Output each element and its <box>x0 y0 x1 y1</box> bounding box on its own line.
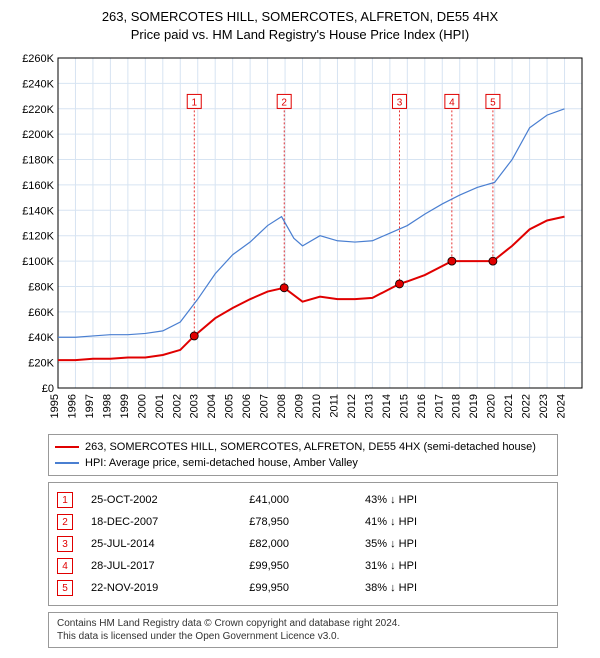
svg-text:£140K: £140K <box>22 206 54 218</box>
svg-text:1997: 1997 <box>84 394 96 418</box>
transaction-marker: 2 <box>57 514 73 530</box>
svg-text:£260K: £260K <box>22 53 54 65</box>
svg-text:2013: 2013 <box>363 394 375 418</box>
transaction-marker: 4 <box>57 558 73 574</box>
footer: Contains HM Land Registry data © Crown c… <box>48 612 558 648</box>
svg-text:£180K: £180K <box>22 155 54 167</box>
svg-text:£60K: £60K <box>28 307 54 319</box>
svg-text:2002: 2002 <box>171 394 183 418</box>
title-line-2: Price paid vs. HM Land Registry's House … <box>10 26 590 44</box>
svg-text:2020: 2020 <box>486 394 498 418</box>
svg-text:£80K: £80K <box>28 282 54 294</box>
transaction-marker: 3 <box>57 536 73 552</box>
transaction-pct: 38% ↓ HPI <box>307 582 417 594</box>
transaction-pct: 41% ↓ HPI <box>307 516 417 528</box>
svg-text:2017: 2017 <box>433 394 445 418</box>
svg-text:2019: 2019 <box>468 394 480 418</box>
svg-text:2016: 2016 <box>416 394 428 418</box>
svg-text:2000: 2000 <box>136 394 148 418</box>
svg-text:1995: 1995 <box>49 394 61 418</box>
footer-line-2: This data is licensed under the Open Gov… <box>57 630 549 643</box>
transaction-marker: 5 <box>57 580 73 596</box>
transaction-price: £78,950 <box>209 516 289 528</box>
svg-text:2018: 2018 <box>451 394 463 418</box>
svg-text:2007: 2007 <box>259 394 271 418</box>
transaction-row: 5 22-NOV-2019 £99,950 38% ↓ HPI <box>57 577 549 599</box>
transactions-table: 1 25-OCT-2002 £41,000 43% ↓ HPI 2 18-DEC-2007… <box>48 482 558 606</box>
transaction-date: 25-JUL-2014 <box>91 538 191 550</box>
title-line-1: 263, SOMERCOTES HILL, SOMERCOTES, ALFRET… <box>10 8 590 26</box>
svg-text:£220K: £220K <box>22 104 54 116</box>
svg-text:3: 3 <box>397 98 403 109</box>
footer-line-1: Contains HM Land Registry data © Crown c… <box>57 617 549 630</box>
transaction-row: 4 28-JUL-2017 £99,950 31% ↓ HPI <box>57 555 549 577</box>
transaction-date: 25-OCT-2002 <box>91 494 191 506</box>
transaction-price: £99,950 <box>209 582 289 594</box>
svg-text:2022: 2022 <box>521 394 533 418</box>
svg-text:2012: 2012 <box>346 394 358 418</box>
transaction-price: £82,000 <box>209 538 289 550</box>
svg-text:2005: 2005 <box>224 394 236 418</box>
transaction-pct: 31% ↓ HPI <box>307 560 417 572</box>
svg-text:2: 2 <box>281 98 287 109</box>
svg-text:2006: 2006 <box>241 394 253 418</box>
svg-text:2014: 2014 <box>381 394 393 418</box>
svg-text:4: 4 <box>449 98 455 109</box>
legend-swatch-2 <box>55 462 79 464</box>
svg-text:£20K: £20K <box>28 358 54 370</box>
legend-label-2: HPI: Average price, semi-detached house,… <box>85 457 358 469</box>
svg-text:5: 5 <box>490 98 496 109</box>
svg-text:2023: 2023 <box>538 394 550 418</box>
transaction-row: 1 25-OCT-2002 £41,000 43% ↓ HPI <box>57 489 549 511</box>
svg-text:2009: 2009 <box>294 394 306 418</box>
svg-text:1998: 1998 <box>101 394 113 418</box>
legend-row-2: HPI: Average price, semi-detached house,… <box>55 455 551 471</box>
svg-text:2008: 2008 <box>276 394 288 418</box>
svg-text:2024: 2024 <box>556 394 568 418</box>
svg-text:£40K: £40K <box>28 333 54 345</box>
svg-text:£100K: £100K <box>22 256 54 268</box>
legend: 263, SOMERCOTES HILL, SOMERCOTES, ALFRET… <box>48 434 558 476</box>
svg-text:1: 1 <box>191 98 197 109</box>
transaction-pct: 35% ↓ HPI <box>307 538 417 550</box>
svg-text:2003: 2003 <box>189 394 201 418</box>
transaction-pct: 43% ↓ HPI <box>307 494 417 506</box>
svg-text:2011: 2011 <box>328 394 340 418</box>
svg-text:1999: 1999 <box>119 394 131 418</box>
svg-text:2010: 2010 <box>311 394 323 418</box>
svg-text:1996: 1996 <box>66 394 78 418</box>
legend-swatch-1 <box>55 446 79 448</box>
svg-text:2015: 2015 <box>398 394 410 418</box>
svg-text:2004: 2004 <box>206 394 218 418</box>
transaction-marker: 1 <box>57 492 73 508</box>
chart-area: £0 £20K £40K £60K £80K £100K £120K £140K £160K £1… <box>10 48 590 428</box>
transaction-row: 3 25-JUL-2014 £82,000 35% ↓ HPI <box>57 533 549 555</box>
svg-text:£120K: £120K <box>22 231 54 243</box>
chart-svg: £0 £20K £40K £60K £80K £100K £120K £140K £160K £1… <box>10 48 590 428</box>
transaction-price: £41,000 <box>209 494 289 506</box>
transaction-date: 22-NOV-2019 <box>91 582 191 594</box>
legend-row-1: 263, SOMERCOTES HILL, SOMERCOTES, ALFRET… <box>55 439 551 455</box>
svg-text:£200K: £200K <box>22 130 54 142</box>
svg-text:2021: 2021 <box>503 394 515 418</box>
svg-text:£0: £0 <box>42 383 54 395</box>
transaction-date: 18-DEC-2007 <box>91 516 191 528</box>
legend-label-1: 263, SOMERCOTES HILL, SOMERCOTES, ALFRET… <box>85 441 536 453</box>
svg-text:£160K: £160K <box>22 180 54 192</box>
svg-text:£240K: £240K <box>22 79 54 91</box>
svg-text:2001: 2001 <box>154 394 166 418</box>
chart-title-block: 263, SOMERCOTES HILL, SOMERCOTES, ALFRET… <box>10 8 590 44</box>
transaction-date: 28-JUL-2017 <box>91 560 191 572</box>
transaction-row: 2 18-DEC-2007 £78,950 41% ↓ HPI <box>57 511 549 533</box>
transaction-price: £99,950 <box>209 560 289 572</box>
